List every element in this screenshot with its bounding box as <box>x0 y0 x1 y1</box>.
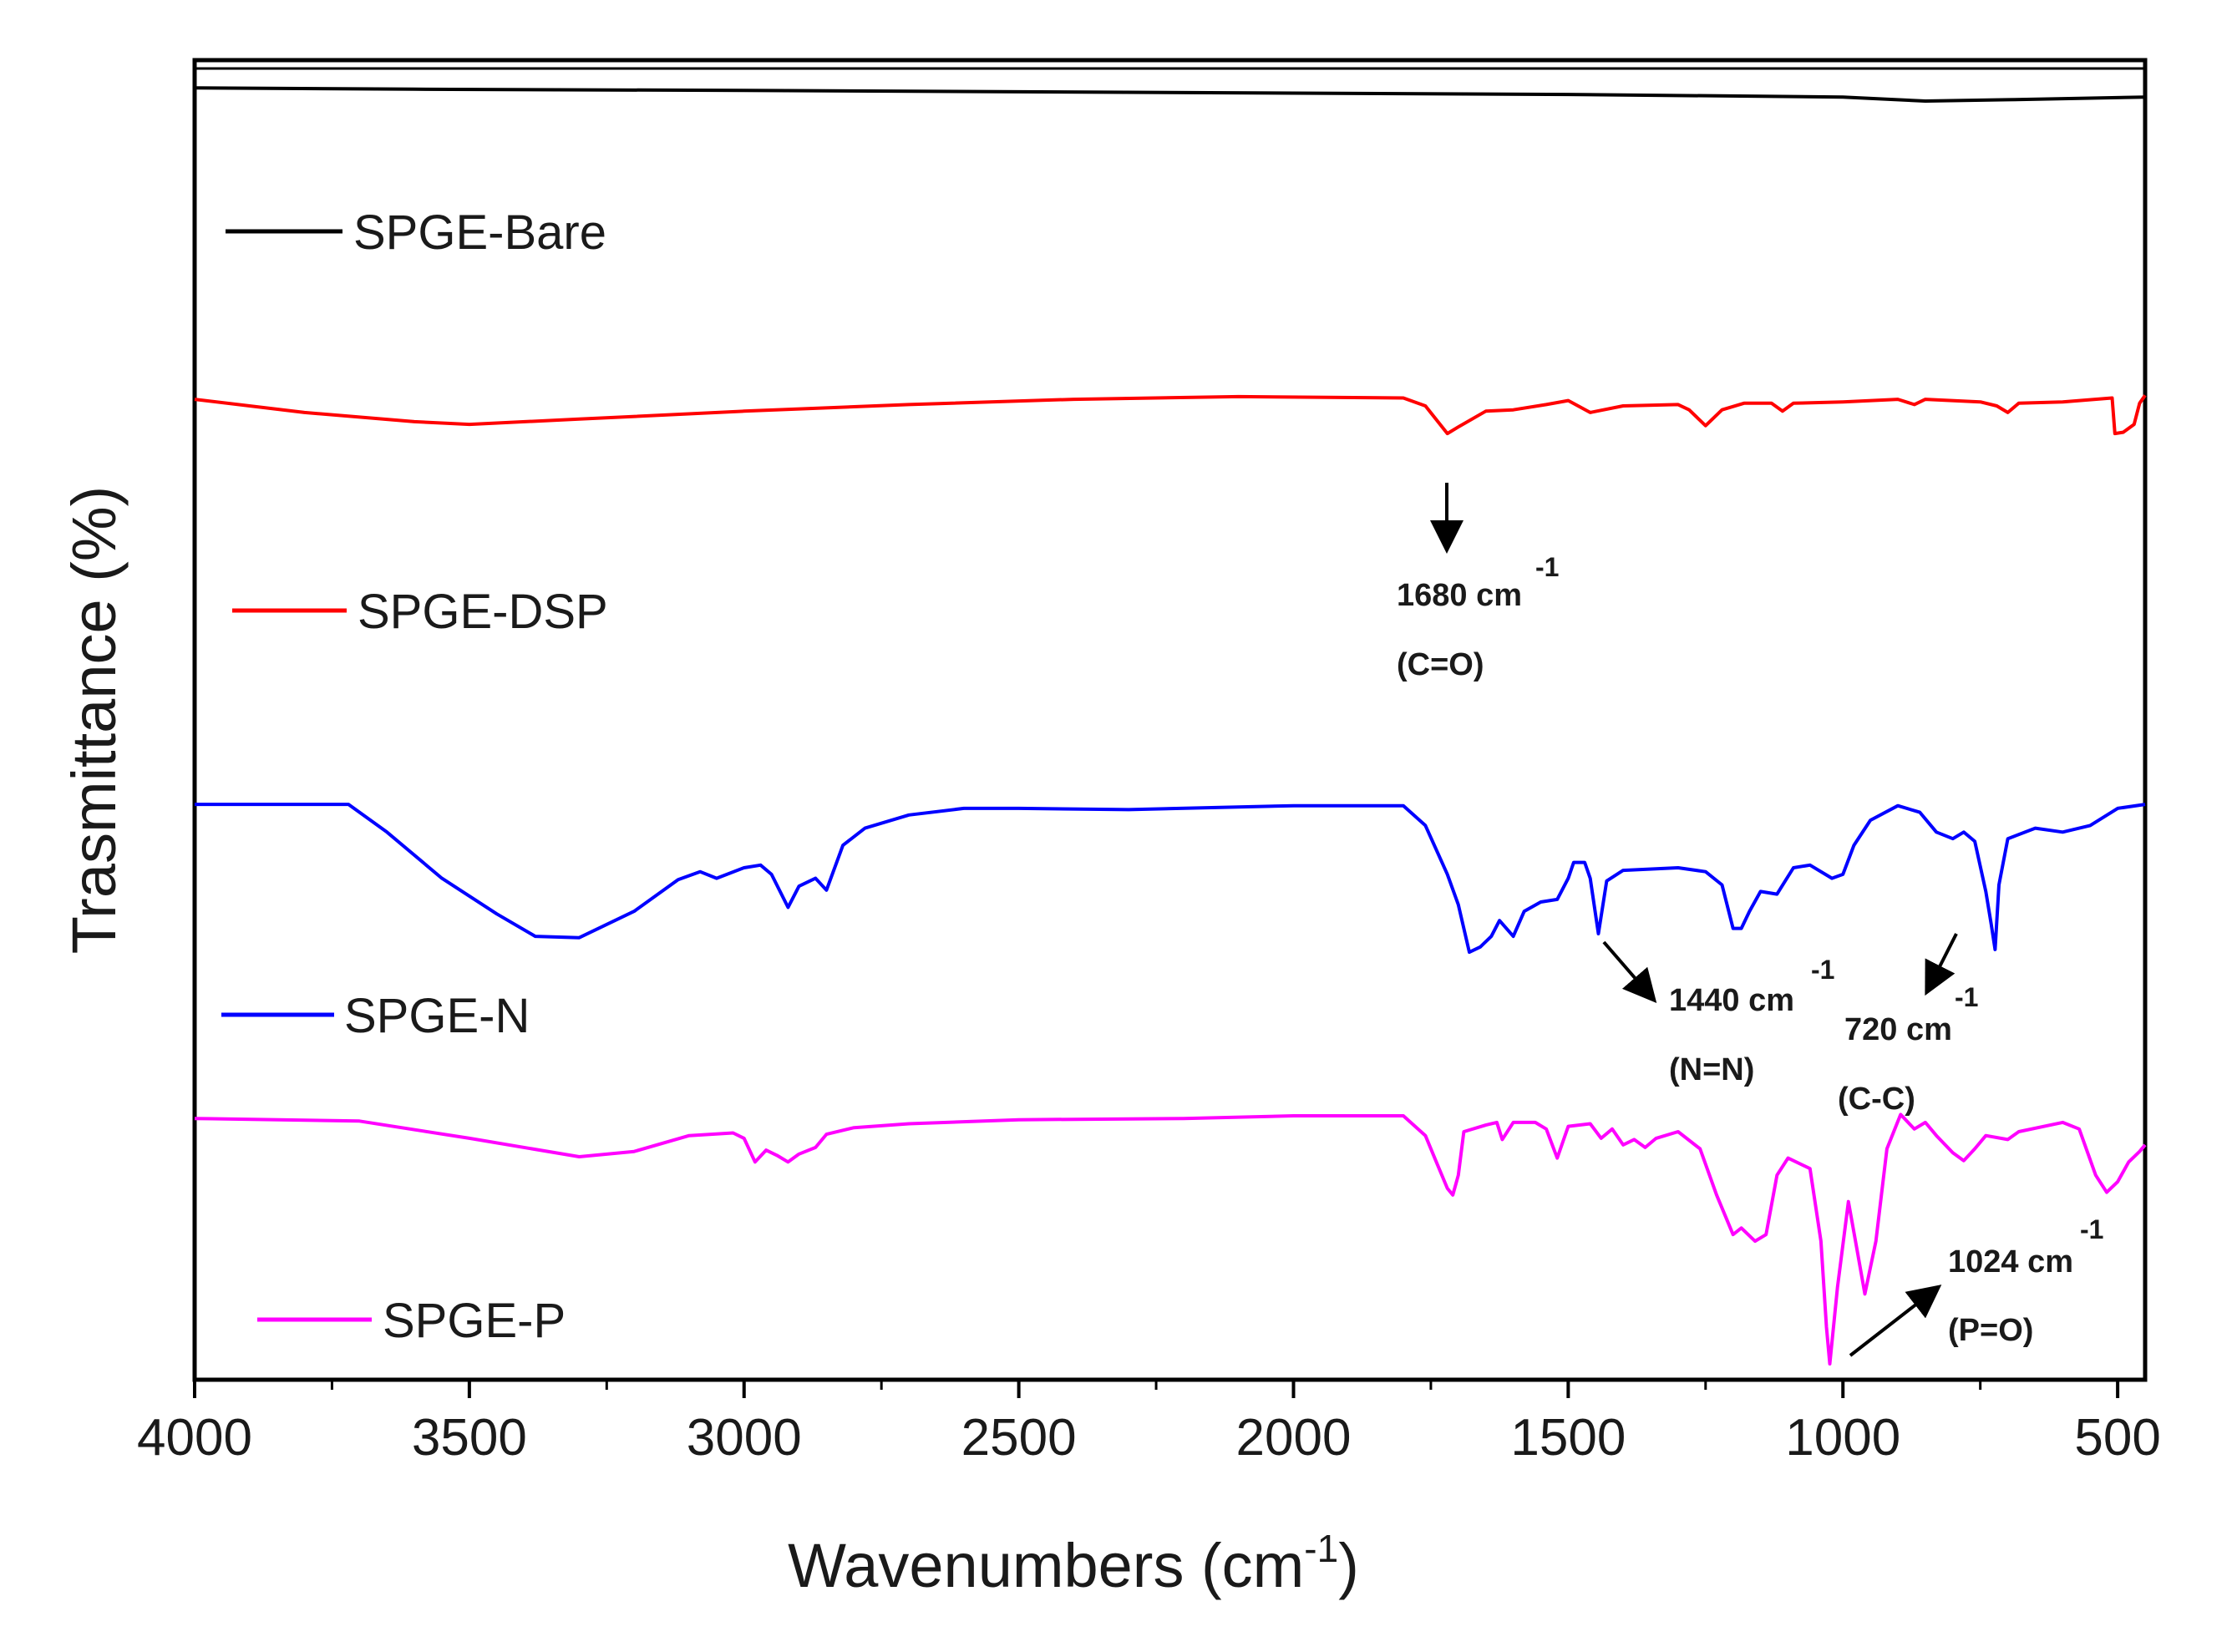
annotation-1024: 1024 cm -1 (P=O) <box>1849 1214 2103 1357</box>
legend-label-spge-n: SPGE-N <box>344 989 530 1043</box>
x-axis-ticks <box>193 1380 2120 1398</box>
x-tick-label-3500: 3500 <box>412 1409 527 1467</box>
annotation-sup-720: -1 <box>1955 982 1978 1012</box>
annotation-value-720: 720 cm <box>1844 1012 1952 1047</box>
plot-frame <box>192 58 2148 1382</box>
annotation-1680: 1680 cm -1 (C=O) <box>1397 483 1559 682</box>
x-tick-label-500: 500 <box>2074 1409 2160 1467</box>
x-axis-title: Wavenumbers (cm-1) <box>788 1527 1359 1600</box>
x-axis-title-superscript: -1 <box>1304 1527 1338 1570</box>
legend: SPGE-Bare SPGE-DSP SPGE-N SPGE-P <box>221 205 608 1348</box>
annotation-group-1680: (C=O) <box>1397 647 1484 682</box>
x-tick-label-1000: 1000 <box>1785 1409 1900 1467</box>
x-tick-label-3000: 3000 <box>687 1409 802 1467</box>
annotation-arrow-1024 <box>1849 1285 1942 1357</box>
legend-label-spge-dsp: SPGE-DSP <box>358 585 608 639</box>
series-lines <box>194 86 2147 1366</box>
annotation-value-1680: 1680 cm <box>1397 578 1522 613</box>
annotation-arrow-1440 <box>1602 940 1657 1004</box>
annotation-group-1440: (N=N) <box>1669 1052 1754 1087</box>
series-line-spge-bare <box>194 86 2146 103</box>
annotation-sup-1024: -1 <box>2080 1214 2103 1244</box>
series-line-spge-n <box>195 803 2146 955</box>
x-tick-label-2000: 2000 <box>1236 1409 1352 1467</box>
legend-label-spge-bare: SPGE-Bare <box>353 205 606 260</box>
series-line-spge-p <box>194 1112 2147 1366</box>
annotation-sup-1440: -1 <box>1811 955 1834 985</box>
annotation-sup-1680: -1 <box>1535 552 1559 582</box>
series-line-spge-dsp <box>194 394 2147 436</box>
annotation-1440: 1440 cm -1 (N=N) <box>1602 940 1834 1087</box>
x-tick-label-4000: 4000 <box>137 1409 252 1467</box>
legend-label-spge-p: SPGE-P <box>383 1294 566 1348</box>
y-axis-title: Trasmittance (%) <box>59 486 129 955</box>
annotation-group-720: (C-C) <box>1838 1082 1915 1117</box>
annotation-arrow-720 <box>1925 933 1958 996</box>
annotation-group-1024: (P=O) <box>1948 1313 2033 1348</box>
annotation-value-1440: 1440 cm <box>1669 983 1794 1018</box>
x-axis-tick-labels: 4000 3500 3000 2500 2000 1500 1000 500 <box>137 1409 2161 1467</box>
x-tick-label-2500: 2500 <box>961 1409 1077 1467</box>
annotation-720: 720 cm -1 (C-C) <box>1838 933 1978 1117</box>
x-tick-label-1500: 1500 <box>1510 1409 1626 1467</box>
annotation-value-1024: 1024 cm <box>1948 1244 2073 1280</box>
